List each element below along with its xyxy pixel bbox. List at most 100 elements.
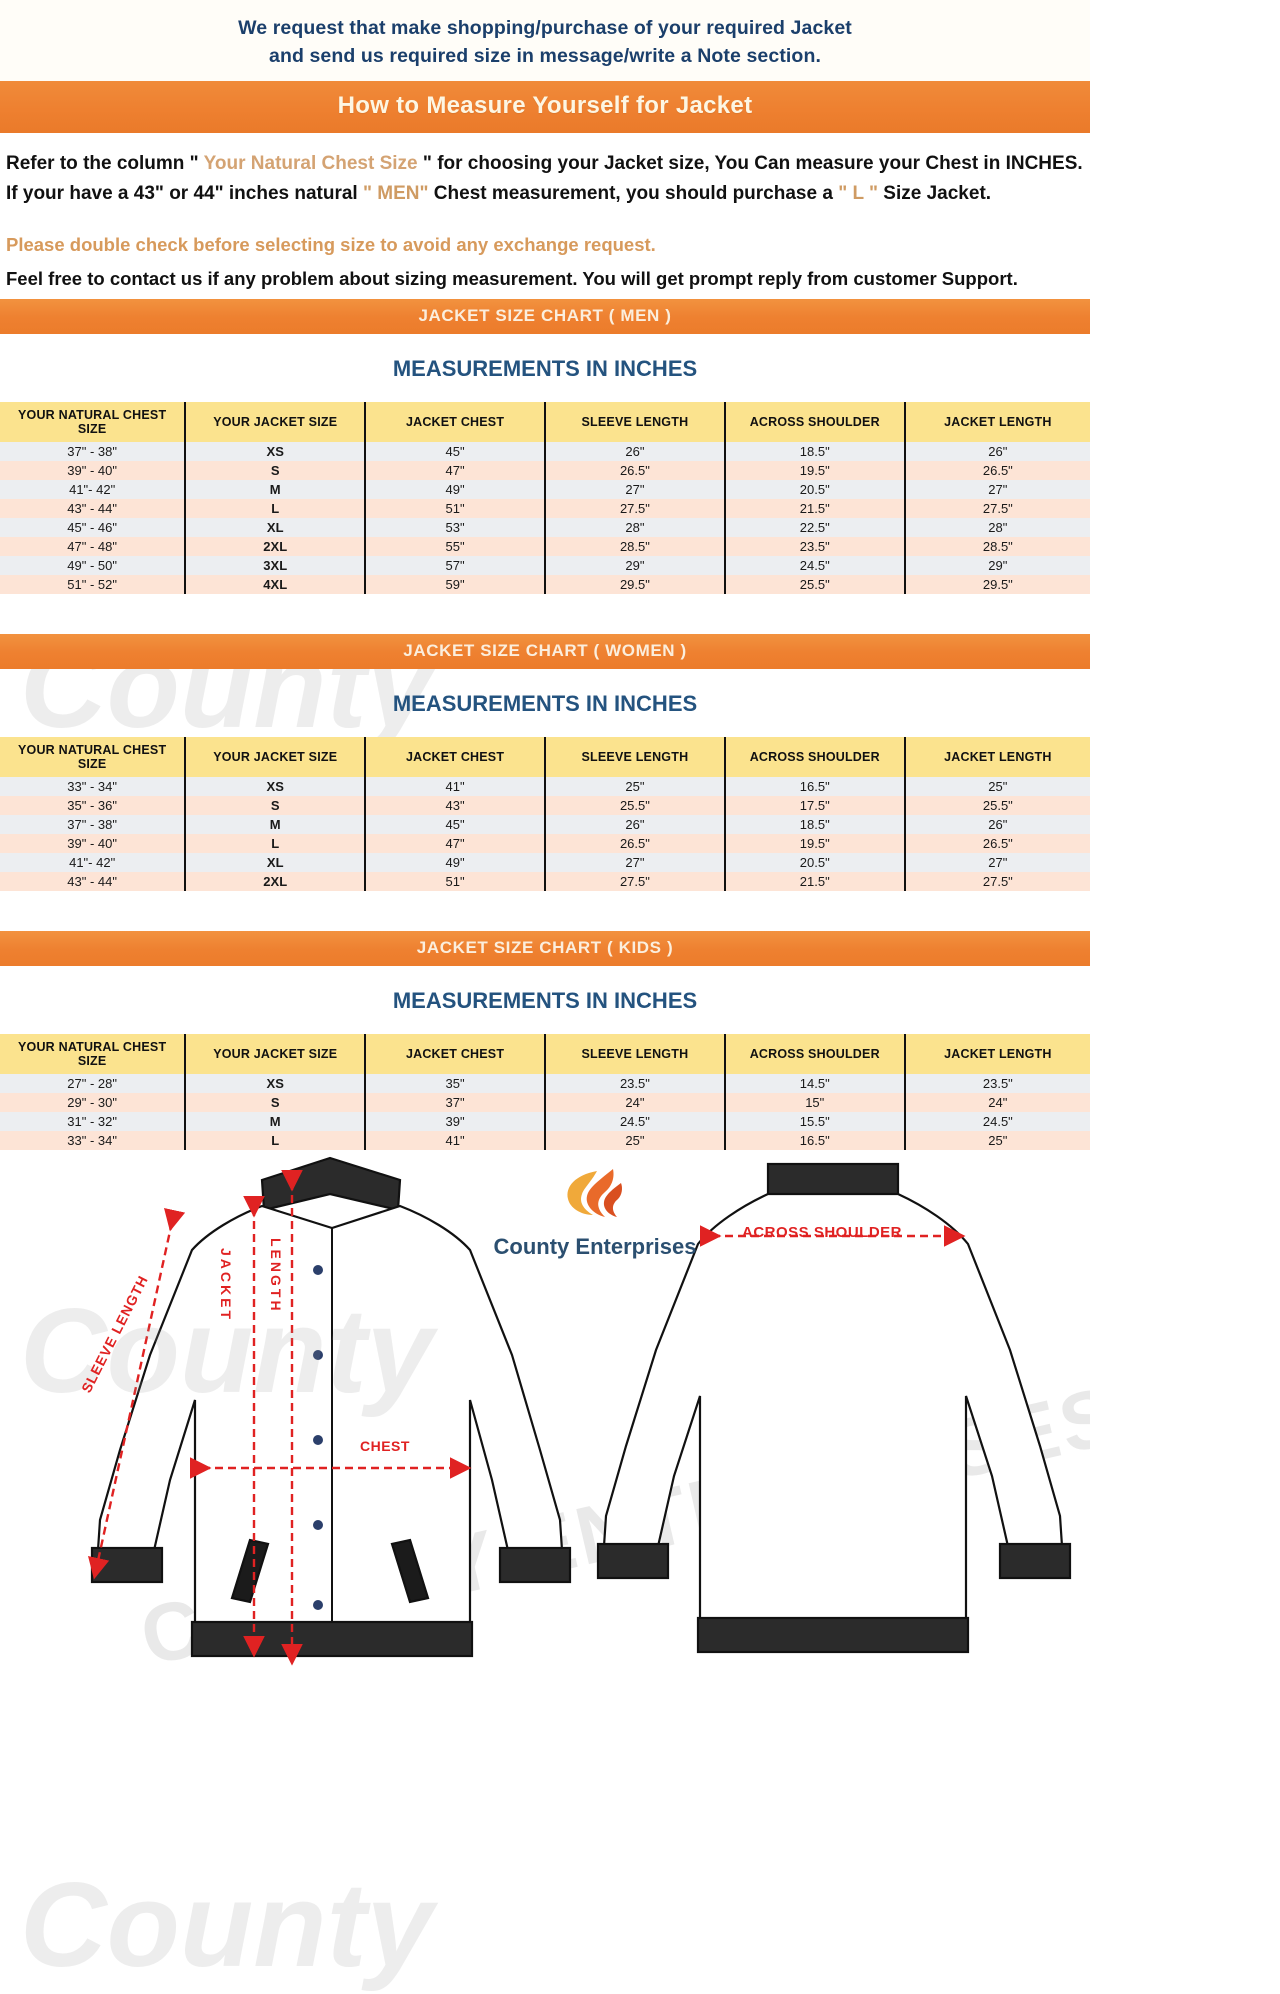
label-jacket: JACKET bbox=[218, 1248, 234, 1323]
table-cell: 27.5" bbox=[904, 872, 1090, 892]
table-row: 27" - 28" XS 35" 23.5" 14.5" 23.5" bbox=[0, 1074, 1090, 1094]
table-cell: 27.5" bbox=[544, 872, 726, 892]
table-body-women: 33" - 34" XS 41" 25" 16.5" 25" 35" - 36" S 43" 25… bbox=[0, 777, 1090, 892]
table-header-row-women: YOUR NATURAL CHEST SIZE YOUR JACKET SIZE… bbox=[0, 737, 1090, 778]
intro-text: We request that make shopping/purchase o… bbox=[0, 0, 1090, 81]
table-cell: 47" bbox=[365, 461, 546, 481]
table-cell: L bbox=[185, 834, 367, 854]
table-cell: 31" - 32" bbox=[0, 1112, 187, 1132]
table-cell: 26" bbox=[544, 815, 726, 835]
table-cell: 28.5" bbox=[544, 537, 726, 557]
table-cell: S bbox=[185, 1093, 367, 1113]
table-cell: 19.5" bbox=[724, 461, 906, 481]
table-cell: 39" - 40" bbox=[0, 461, 187, 481]
table-row: 49" - 50" 3XL 57" 29" 24.5" 29" bbox=[0, 556, 1090, 576]
size-table-men: YOUR NATURAL CHEST SIZE YOUR JACKET SIZE… bbox=[0, 402, 1090, 595]
col-jacket-length: JACKET LENGTH bbox=[904, 1034, 1090, 1075]
table-cell: 35" - 36" bbox=[0, 796, 187, 816]
contact-support-note: Feel free to contact us if any problem a… bbox=[6, 267, 1018, 289]
table-cell: XS bbox=[185, 442, 367, 462]
jacket-illustration bbox=[88, 1157, 1072, 1666]
size-table-kids: YOUR NATURAL CHEST SIZE YOUR JACKET SIZE… bbox=[0, 1034, 1090, 1151]
intro-line-1: We request that make shopping/purchase o… bbox=[238, 17, 852, 39]
table-cell: 39" - 40" bbox=[0, 834, 187, 854]
table-row: 37" - 38" XS 45" 26" 18.5" 26" bbox=[0, 442, 1090, 462]
table-cell: 26.5" bbox=[904, 461, 1090, 481]
flame-logo-icon bbox=[567, 1169, 622, 1218]
table-cell: 45" bbox=[365, 815, 546, 835]
col-across-shoulder: ACROSS SHOULDER bbox=[724, 1034, 906, 1075]
table-row: 33" - 34" L 41" 25" 16.5" 25" bbox=[0, 1131, 1090, 1151]
table-cell: 25.5" bbox=[724, 575, 906, 595]
table-cell: 21.5" bbox=[724, 499, 906, 519]
table-header-row-kids: YOUR NATURAL CHEST SIZE YOUR JACKET SIZE… bbox=[0, 1034, 1090, 1075]
col-jacket-size: YOUR JACKET SIZE bbox=[185, 1034, 367, 1075]
table-cell: 49" bbox=[365, 853, 546, 873]
instruction-1-highlight: Your Natural Chest Size bbox=[203, 152, 418, 174]
table-cell: 16.5" bbox=[724, 777, 906, 797]
table-cell: 27" - 28" bbox=[0, 1074, 187, 1094]
table-cell: 23.5" bbox=[544, 1074, 726, 1094]
section-banner-men: JACKET SIZE CHART ( MEN ) bbox=[0, 299, 1090, 335]
table-cell: 17.5" bbox=[724, 796, 906, 816]
table-cell: 27" bbox=[544, 480, 726, 500]
table-cell: 27" bbox=[904, 853, 1090, 873]
table-cell: 2XL bbox=[185, 872, 367, 892]
table-cell: 29" bbox=[544, 556, 726, 576]
table-cell: 26" bbox=[904, 442, 1090, 462]
label-chest: CHEST bbox=[360, 1438, 410, 1455]
instruction-2-highlight-l: " L " bbox=[838, 183, 879, 205]
table-cell: 41"- 42" bbox=[0, 853, 187, 873]
main-banner-title: How to Measure Yourself for Jacket bbox=[0, 80, 1090, 133]
table-cell: 59" bbox=[365, 575, 546, 595]
logo-text: County Enterprises bbox=[480, 1234, 710, 1260]
table-cell: 45" bbox=[365, 442, 546, 462]
watermark-county-3: County bbox=[20, 1858, 434, 1993]
table-cell: 49" bbox=[365, 480, 546, 500]
table-cell: 51" - 52" bbox=[0, 575, 187, 595]
table-cell: 39" bbox=[365, 1112, 546, 1132]
table-cell: 27.5" bbox=[544, 499, 726, 519]
table-cell: 21.5" bbox=[724, 872, 906, 892]
table-cell: M bbox=[185, 1112, 367, 1132]
table-cell: 4XL bbox=[185, 575, 367, 595]
table-cell: 28" bbox=[904, 518, 1090, 538]
table-cell: 26.5" bbox=[544, 461, 726, 481]
table-cell: 27.5" bbox=[904, 499, 1090, 519]
table-cell: 35" bbox=[365, 1074, 546, 1094]
instruction-2-part-c: Size Jacket. bbox=[878, 183, 992, 205]
table-cell: S bbox=[185, 796, 367, 816]
col-natural-chest: YOUR NATURAL CHEST SIZE bbox=[0, 1034, 187, 1075]
table-cell: 19.5" bbox=[724, 834, 906, 854]
table-cell: 43" bbox=[365, 796, 546, 816]
table-cell: 53" bbox=[365, 518, 546, 538]
table-body-men: 37" - 38" XS 45" 26" 18.5" 26" 39" - 40" S 47" 26… bbox=[0, 442, 1090, 595]
table-cell: 29" - 30" bbox=[0, 1093, 187, 1113]
table-cell: 43" - 44" bbox=[0, 872, 187, 892]
table-cell: 29.5" bbox=[904, 575, 1090, 595]
table-row: 45" - 46" XL 53" 28" 22.5" 28" bbox=[0, 518, 1090, 538]
table-cell: 22.5" bbox=[724, 518, 906, 538]
col-across-shoulder: ACROSS SHOULDER bbox=[724, 402, 906, 443]
col-jacket-chest: JACKET CHEST bbox=[365, 402, 546, 443]
measurements-label-kids: MEASUREMENTS IN INCHES bbox=[392, 988, 698, 1014]
table-row: 41"- 42" M 49" 27" 20.5" 27" bbox=[0, 480, 1090, 500]
table-cell: 27" bbox=[904, 480, 1090, 500]
table-cell: 51" bbox=[365, 499, 546, 519]
section-banner-women: JACKET SIZE CHART ( WOMEN ) bbox=[0, 634, 1090, 670]
table-row: 35" - 36" S 43" 25.5" 17.5" 25.5" bbox=[0, 796, 1090, 816]
table-row: 33" - 34" XS 41" 25" 16.5" 25" bbox=[0, 777, 1090, 797]
table-row: 37" - 38" M 45" 26" 18.5" 26" bbox=[0, 815, 1090, 835]
table-row: 31" - 32" M 39" 24.5" 15.5" 24.5" bbox=[0, 1112, 1090, 1132]
measurements-label-women: MEASUREMENTS IN INCHES bbox=[392, 691, 698, 717]
table-row: 43" - 44" 2XL 51" 27.5" 21.5" 27.5" bbox=[0, 872, 1090, 892]
table-cell: 33" - 34" bbox=[0, 777, 187, 797]
col-jacket-size: YOUR JACKET SIZE bbox=[185, 737, 367, 778]
table-cell: 26.5" bbox=[544, 834, 726, 854]
table-cell: 26" bbox=[544, 442, 726, 462]
table-cell: 26.5" bbox=[904, 834, 1090, 854]
table-cell: 18.5" bbox=[724, 815, 906, 835]
table-cell: 37" - 38" bbox=[0, 442, 187, 462]
sleeve-length-arrow bbox=[88, 1208, 186, 1580]
col-across-shoulder: ACROSS SHOULDER bbox=[724, 737, 906, 778]
